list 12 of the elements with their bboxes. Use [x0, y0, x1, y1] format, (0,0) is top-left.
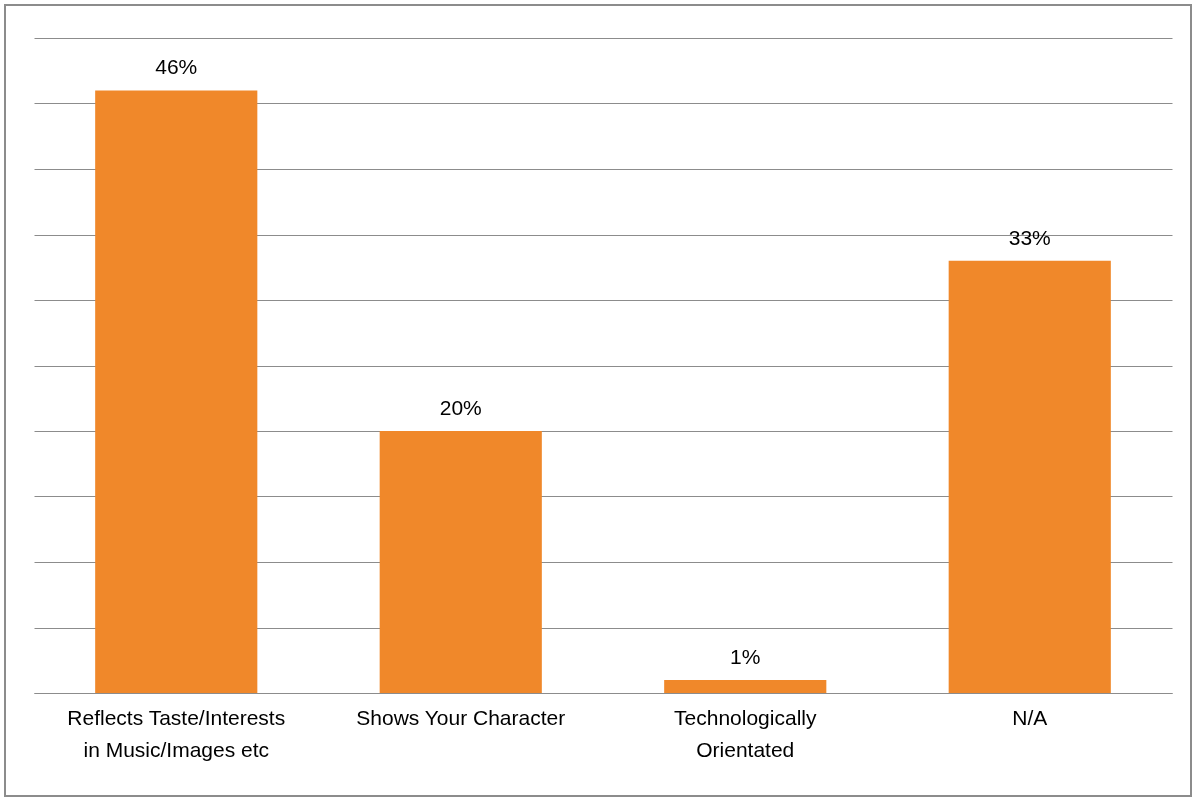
data-label: 33% [1008, 225, 1051, 249]
data-label: 1% [730, 644, 761, 668]
x-tick-label: N/A [1012, 705, 1048, 729]
data-label: 20% [439, 396, 482, 419]
x-tick-label: Reflects Taste/Interests in Music/Images etc [67, 705, 286, 761]
x-tick-label: Shows Your Character [356, 705, 566, 729]
data-label: 46% [155, 55, 198, 79]
bar [948, 260, 1111, 693]
bar [95, 90, 258, 693]
x-tick-label: Technologically Orientated [674, 705, 817, 761]
bar [379, 431, 542, 693]
bar [664, 679, 827, 693]
